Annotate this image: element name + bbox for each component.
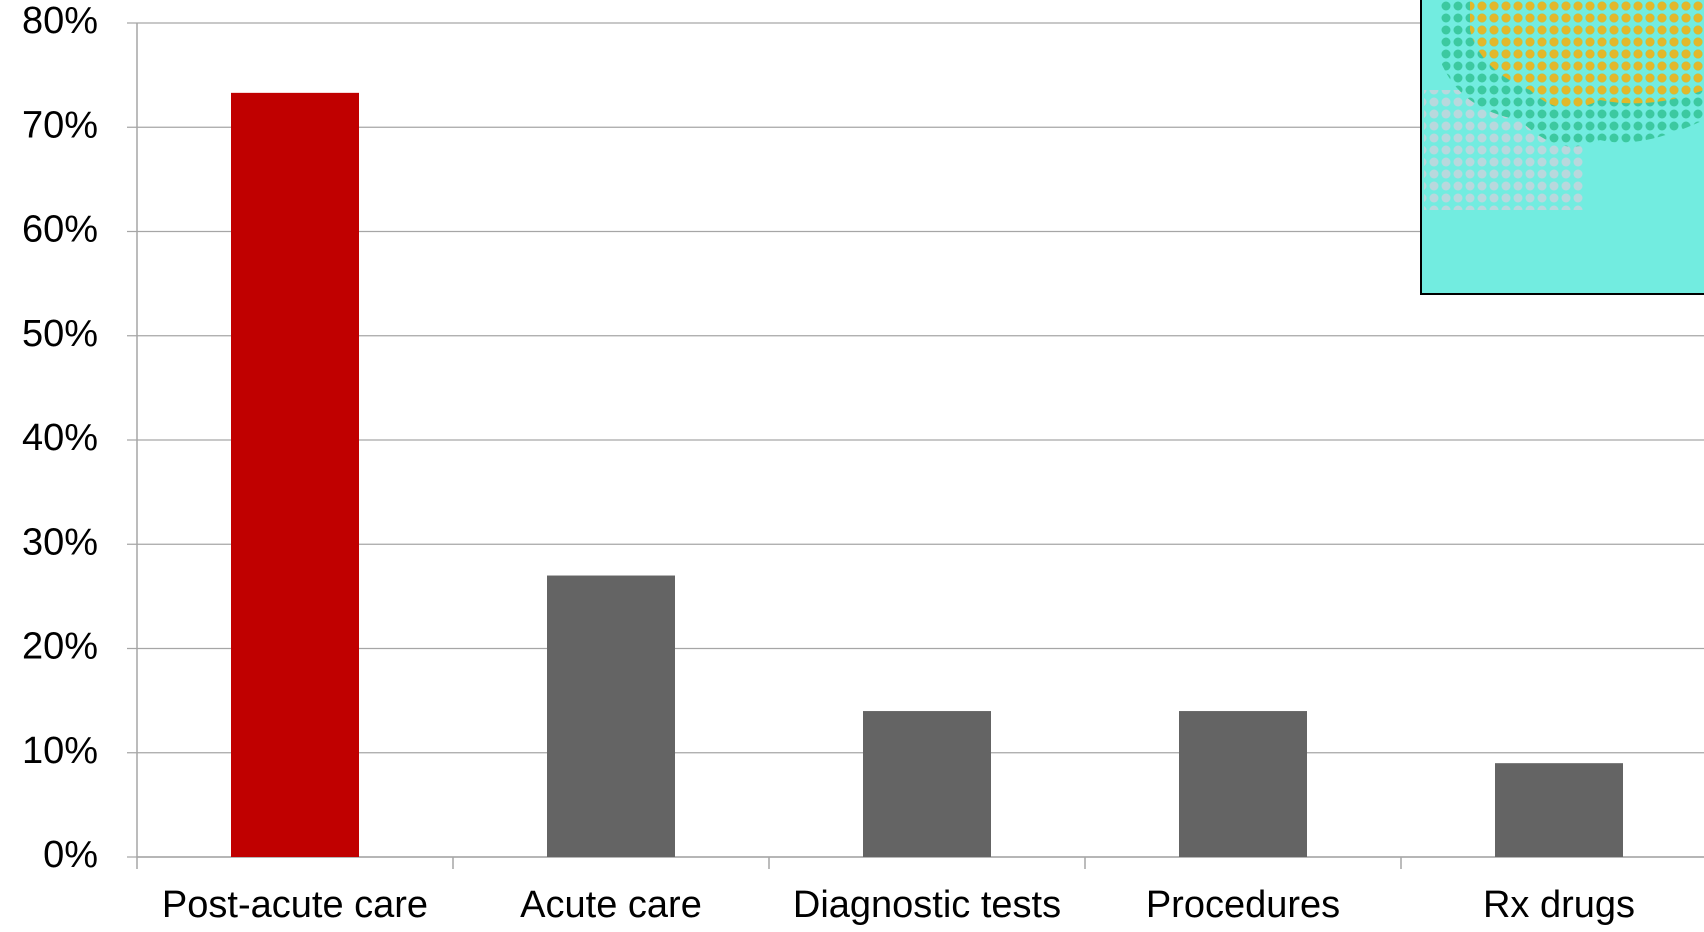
page: 0% 10% 20% 30% 40% 50% 60% 70% 80% Post-acute car… xyxy=(0,0,1704,932)
y-tick-label: 30% xyxy=(22,521,98,563)
y-tick-label: 50% xyxy=(22,313,98,355)
y-tick-label: 10% xyxy=(22,730,98,772)
chart: 0% 10% 20% 30% 40% 50% 60% 70% 80% Post-acute car… xyxy=(0,0,1704,932)
y-tick-label: 60% xyxy=(22,209,98,251)
bar xyxy=(863,711,991,857)
bar xyxy=(1495,763,1623,857)
bar xyxy=(1179,711,1307,857)
x-tick-label: Diagnostic tests xyxy=(793,884,1061,926)
y-tick-label: 80% xyxy=(22,0,98,42)
x-tick-label: Acute care xyxy=(520,884,702,926)
bar xyxy=(231,93,359,857)
y-tick-label: 20% xyxy=(22,626,98,668)
y-tick-label: 40% xyxy=(22,417,98,459)
bar xyxy=(547,576,675,857)
y-tick-label: 0% xyxy=(43,834,98,876)
x-tick-label: Rx drugs xyxy=(1483,884,1635,926)
x-tick-label: Procedures xyxy=(1146,884,1340,926)
inset-image xyxy=(1421,0,1704,294)
x-tick-label: Post-acute care xyxy=(162,884,428,926)
y-tick-label: 70% xyxy=(22,104,98,146)
